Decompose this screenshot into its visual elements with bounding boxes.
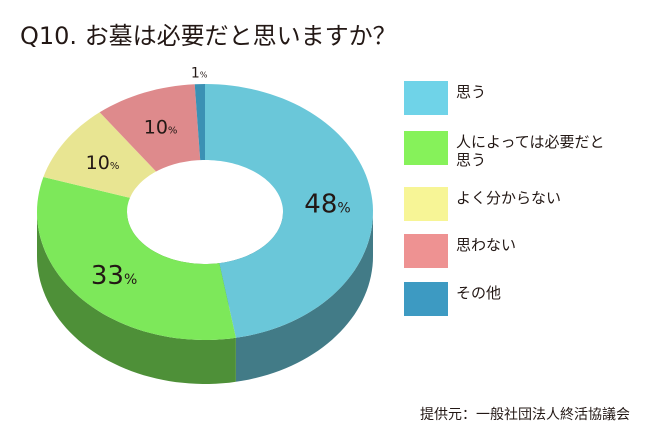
legend-swatch (404, 234, 448, 268)
donut-slice (43, 112, 157, 198)
legend-swatch (404, 187, 448, 221)
legend: 思う 人によっては必要だと 思う よく分からない 思わない その他 (404, 0, 644, 330)
legend-label: よく分からない (456, 189, 562, 207)
legend-label: 思わない (456, 236, 517, 254)
donut-slice (205, 84, 373, 338)
chart-title: Q10. お墓は必要だと思いますか？ (20, 22, 397, 50)
legend-swatch (404, 131, 448, 165)
slice-value-label: 10% (144, 117, 178, 139)
legend-label: 人によっては必要だと 思う (456, 133, 605, 169)
donut-side-wall (235, 212, 373, 382)
slice-value-label: 1% (191, 66, 208, 82)
legend-label: その他 (456, 284, 502, 302)
donut-value-labels: 48% 33% 10% 10% 1% (86, 66, 351, 291)
donut-slice (37, 177, 236, 340)
legend-swatch (404, 282, 448, 316)
slice-value-label: 48% (304, 189, 350, 219)
donut-side-wall (37, 212, 236, 384)
donut-slice (194, 84, 205, 161)
slice-value-label: 10% (86, 152, 120, 174)
donut-side-walls (37, 212, 373, 384)
legend-swatch (404, 81, 448, 115)
donut-slice (99, 84, 201, 172)
slice-value-label: 33% (91, 261, 137, 291)
source-credit: 提供元：一般社団法人終活協議会 (420, 407, 630, 423)
legend-label: 思う (456, 83, 487, 101)
donut-top-faces (37, 84, 373, 340)
